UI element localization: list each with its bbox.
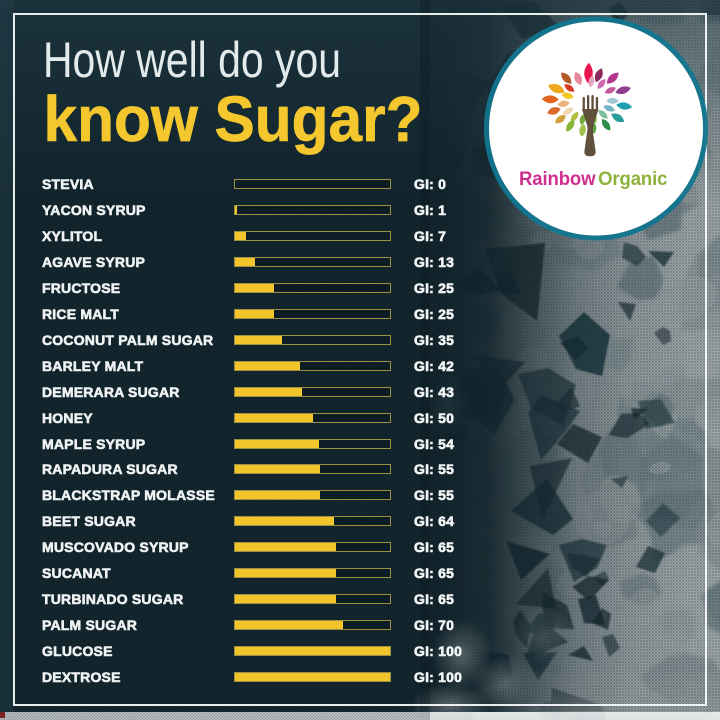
svg-text:Rainbow Organic: Rainbow Organic <box>519 169 668 191</box>
svg-text:How well do you: How well do you <box>43 32 341 88</box>
svg-text:know Sugar?: know Sugar? <box>44 83 423 155</box>
